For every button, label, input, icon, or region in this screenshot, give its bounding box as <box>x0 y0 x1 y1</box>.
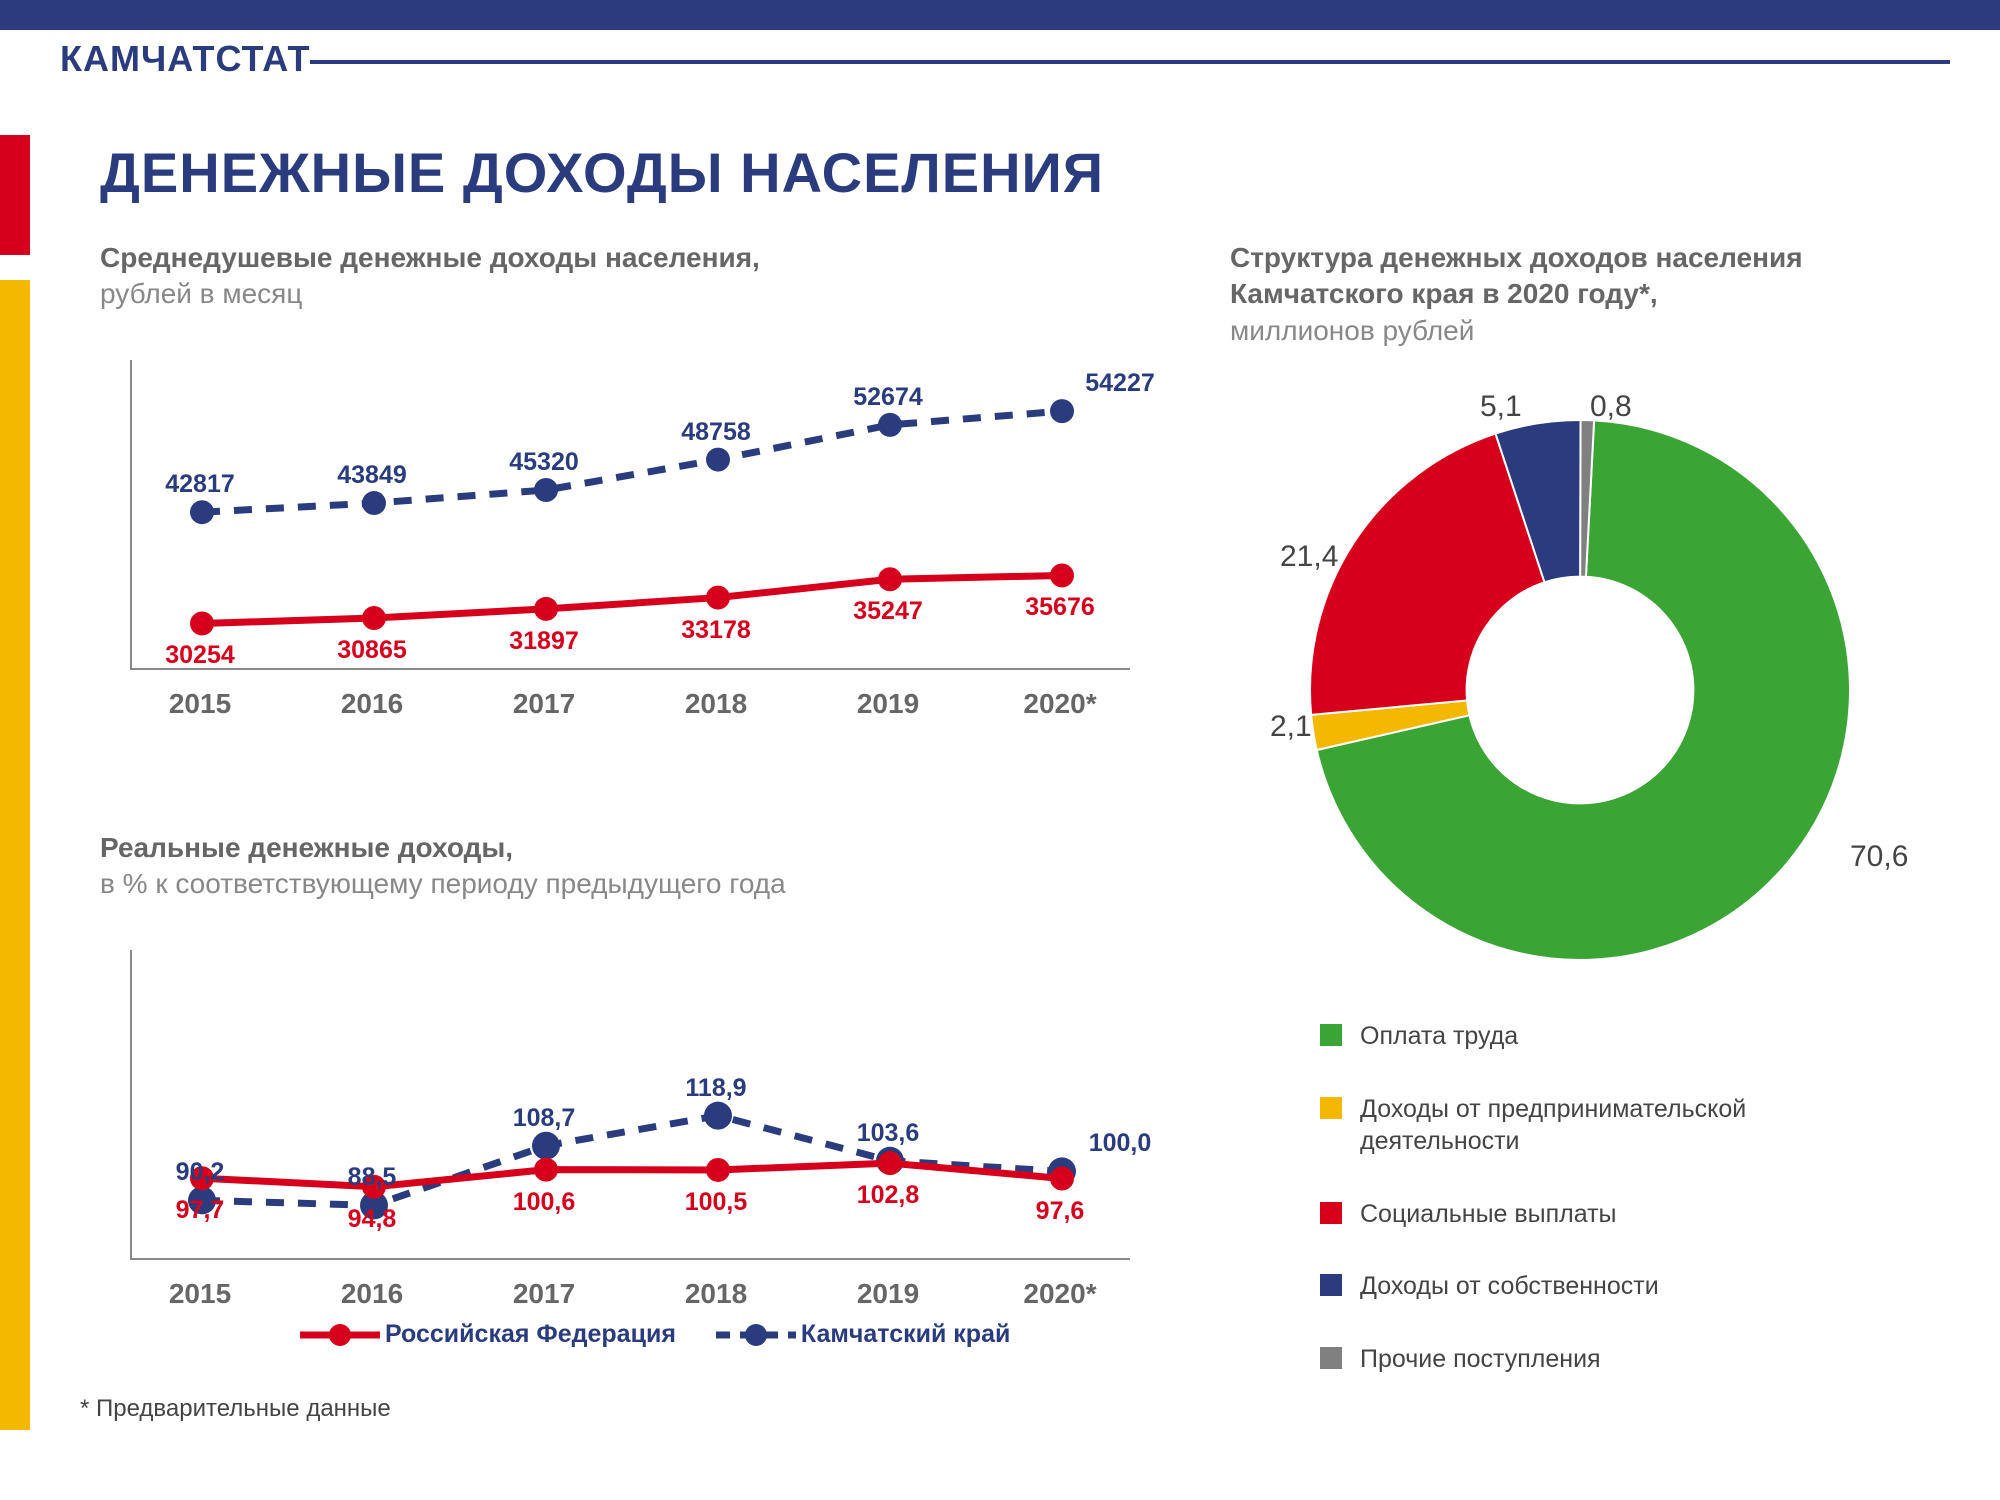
donut-legend-item: Оплата труда <box>1320 1020 1910 1053</box>
data-label: 100,6 <box>513 1188 576 1217</box>
data-label: 108,7 <box>513 1104 576 1133</box>
chart2-title: Реальные денежные доходы, в % к соответс… <box>100 830 786 903</box>
chart1-title-light: рублей в месяц <box>100 278 302 309</box>
header-rule <box>310 60 1950 64</box>
legend-label: Прочие поступления <box>1360 1343 1601 1376</box>
legend-label: Оплата труда <box>1360 1020 1518 1053</box>
data-label: 30865 <box>337 636 407 665</box>
x-axis-label: 2015 <box>169 1278 231 1310</box>
donut-legend-item: Социальные выплаты <box>1320 1198 1910 1231</box>
chart2-title-bold: Реальные денежные доходы, <box>100 832 513 863</box>
data-label: 118,9 <box>685 1074 746 1103</box>
donut-slice-label: 70,6 <box>1850 840 1908 874</box>
x-axis-label: 2016 <box>341 1278 403 1310</box>
donut-legend-item: Прочие поступления <box>1320 1343 1910 1376</box>
data-label: 90,2 <box>176 1158 225 1187</box>
legend-label-kk: Камчатский край <box>801 1320 1010 1349</box>
x-axis-label: 2020* <box>1023 1278 1096 1310</box>
data-label: 30254 <box>165 641 235 670</box>
data-label: 35247 <box>853 597 923 626</box>
legend-swatch <box>1320 1097 1342 1119</box>
data-label: 31897 <box>509 627 579 656</box>
chart1-title-bold: Среднедушевые денежные доходы населения, <box>100 242 760 273</box>
line-legend: Российская Федерация Камчатский край <box>300 1320 1010 1349</box>
legend-swatch <box>1320 1024 1342 1046</box>
page-title: ДЕНЕЖНЫЕ ДОХОДЫ НАСЕЛЕНИЯ <box>100 140 1104 205</box>
org-name: КАМЧАТСТАТ <box>60 38 310 80</box>
data-label: 33178 <box>681 616 751 645</box>
data-label: 54227 <box>1085 369 1155 398</box>
data-label: 45320 <box>509 448 579 477</box>
donut-slice-label: 21,4 <box>1280 540 1338 574</box>
donut-title-light: миллионов рублей <box>1230 315 1474 346</box>
data-label: 52674 <box>853 383 923 412</box>
donut-slice-label: 2,1 <box>1270 710 1312 744</box>
data-label: 43849 <box>337 461 407 490</box>
donut-slice-label: 0,8 <box>1590 390 1632 424</box>
x-axis-label: 2018 <box>685 688 747 720</box>
legend-swatch <box>1320 1347 1342 1369</box>
donut-legend: Оплата труда Доходы от предпринимательско… <box>1320 1020 1910 1415</box>
x-axis-label: 2019 <box>857 688 919 720</box>
legend-label-rf: Российская Федерация <box>385 1320 676 1349</box>
legend-label: Доходы от предпринимательской деятельнос… <box>1360 1093 1910 1158</box>
data-label: 42817 <box>165 470 235 499</box>
x-axis-label: 2017 <box>513 688 575 720</box>
legend-item-rf: Российская Федерация <box>300 1320 676 1349</box>
donut-title: Структура денежных доходов населения Кам… <box>1230 240 1930 349</box>
legend-label: Доходы от собственности <box>1360 1270 1659 1303</box>
data-label: 103,6 <box>857 1119 920 1148</box>
x-axis-label: 2018 <box>685 1278 747 1310</box>
x-axis-label: 2017 <box>513 1278 575 1310</box>
x-axis-label: 2015 <box>169 688 231 720</box>
data-label: 88,5 <box>348 1163 397 1192</box>
chart1-title: Среднедушевые денежные доходы населения,… <box>100 240 760 313</box>
x-axis-label: 2016 <box>341 688 403 720</box>
chart1-plot <box>130 360 1130 670</box>
donut-title-bold: Структура денежных доходов населения Кам… <box>1230 242 1803 309</box>
data-label: 100,5 <box>685 1188 748 1217</box>
data-label: 102,8 <box>857 1181 920 1210</box>
chart2-plot <box>130 950 1130 1260</box>
legend-swatch <box>1320 1274 1342 1296</box>
footnote: * Предварительные данные <box>80 1395 391 1423</box>
data-label: 97,6 <box>1036 1197 1085 1226</box>
data-label: 35676 <box>1025 593 1095 622</box>
donut-slice-label: 5,1 <box>1480 390 1522 424</box>
data-label: 100,0 <box>1089 1129 1152 1158</box>
data-label: 48758 <box>681 418 751 447</box>
legend-label: Социальные выплаты <box>1360 1198 1617 1231</box>
accent-red <box>0 135 30 255</box>
x-axis-label: 2020* <box>1023 688 1096 720</box>
chart2-title-light: в % к соответствующему периоду предыдуще… <box>100 868 786 899</box>
donut-legend-item: Доходы от предпринимательской деятельнос… <box>1320 1093 1910 1158</box>
legend-item-kk: Камчатский край <box>716 1320 1010 1349</box>
x-axis-label: 2019 <box>857 1278 919 1310</box>
legend-swatch <box>1320 1202 1342 1224</box>
top-bar <box>0 0 2000 30</box>
data-label: 97,7 <box>176 1196 225 1225</box>
data-label: 94,8 <box>348 1205 397 1234</box>
donut-chart: 70,62,121,45,10,8 <box>1250 380 1890 980</box>
accent-yellow <box>0 280 30 1430</box>
donut-legend-item: Доходы от собственности <box>1320 1270 1910 1303</box>
